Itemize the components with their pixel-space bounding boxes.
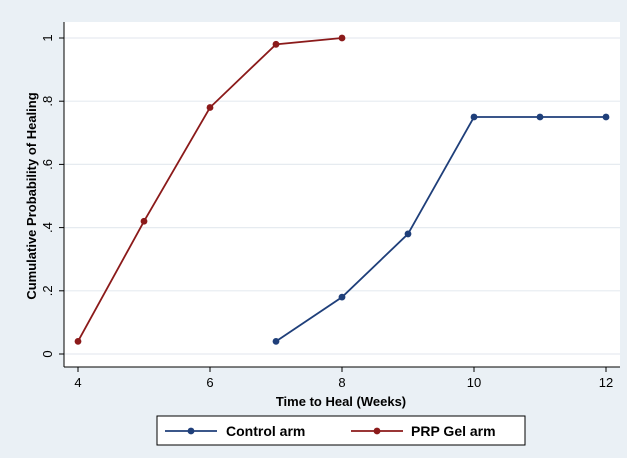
series-layer bbox=[74, 34, 610, 345]
x-axis-title: Time to Heal (Weeks) bbox=[276, 394, 406, 409]
series-line bbox=[275, 116, 606, 343]
axes: 0 .2 .4 .6 .8 1 4 6 8 10 12 bbox=[40, 22, 620, 390]
data-point bbox=[206, 104, 214, 111]
data-point bbox=[338, 293, 346, 301]
y-tick-label: 0 bbox=[40, 350, 55, 357]
legend-label: Control arm bbox=[226, 423, 305, 439]
data-point bbox=[470, 113, 478, 121]
data-point bbox=[74, 337, 82, 345]
y-tick-label: 1 bbox=[40, 34, 55, 41]
y-axis-title: Cumulative Probability of Healing bbox=[24, 92, 39, 299]
y-tick-label: .6 bbox=[40, 159, 55, 170]
x-tick-label: 4 bbox=[74, 375, 81, 390]
data-point bbox=[338, 34, 346, 42]
legend-marker bbox=[187, 427, 195, 435]
series-1 bbox=[272, 113, 610, 345]
x-tick-label: 10 bbox=[467, 375, 481, 390]
x-tick-label: 12 bbox=[599, 375, 613, 390]
plot-area bbox=[64, 22, 620, 367]
legend-label: PRP Gel arm bbox=[411, 423, 496, 439]
series-2 bbox=[74, 34, 346, 345]
legend: Control arm PRP Gel arm bbox=[156, 415, 526, 446]
data-point bbox=[404, 230, 412, 238]
data-point bbox=[602, 113, 610, 121]
y-tick-label: .2 bbox=[40, 285, 55, 296]
data-point bbox=[272, 337, 280, 345]
data-point bbox=[536, 113, 544, 121]
x-tick-label: 8 bbox=[338, 375, 345, 390]
data-point bbox=[140, 217, 148, 225]
y-tick-label: .4 bbox=[40, 222, 55, 233]
y-tick-label: .8 bbox=[40, 96, 55, 107]
legend-box bbox=[156, 415, 526, 446]
legend-marker bbox=[373, 427, 381, 435]
data-point bbox=[272, 40, 280, 48]
x-tick-label: 6 bbox=[206, 375, 213, 390]
